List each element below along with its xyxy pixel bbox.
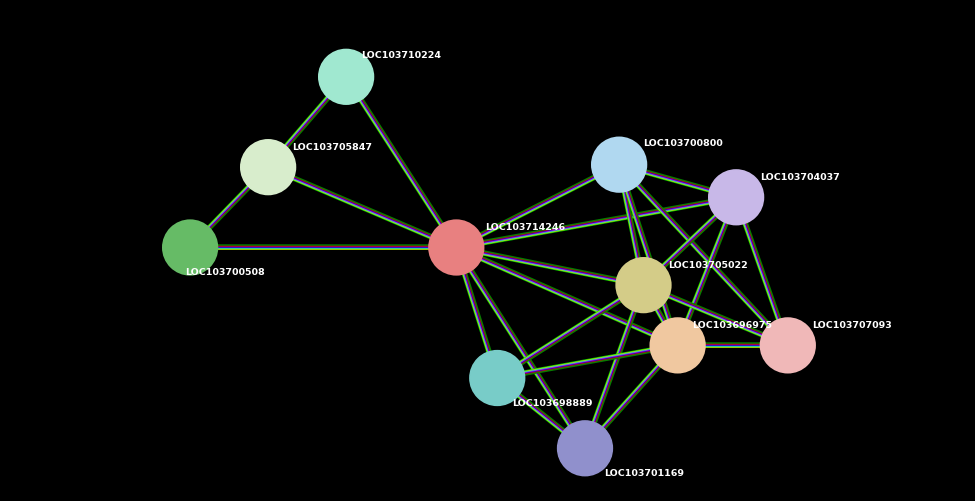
Ellipse shape — [163, 221, 217, 275]
Ellipse shape — [616, 259, 671, 313]
Text: LOC103700508: LOC103700508 — [185, 268, 265, 277]
Ellipse shape — [241, 141, 295, 195]
Ellipse shape — [319, 51, 373, 105]
Text: LOC103705847: LOC103705847 — [292, 142, 372, 151]
Text: LOC103696975: LOC103696975 — [692, 320, 772, 329]
Text: LOC103700800: LOC103700800 — [644, 138, 723, 147]
Ellipse shape — [558, 421, 612, 475]
Ellipse shape — [760, 319, 815, 373]
Text: LOC103710224: LOC103710224 — [361, 51, 441, 60]
Text: LOC103698889: LOC103698889 — [512, 398, 593, 407]
Text: LOC103704037: LOC103704037 — [760, 172, 840, 181]
Ellipse shape — [709, 171, 763, 225]
Text: LOC103701169: LOC103701169 — [604, 468, 684, 477]
Ellipse shape — [650, 319, 705, 373]
Ellipse shape — [592, 138, 646, 192]
Text: LOC103714246: LOC103714246 — [486, 222, 566, 231]
Text: LOC103707093: LOC103707093 — [812, 320, 892, 329]
Text: LOC103705022: LOC103705022 — [668, 260, 748, 269]
Ellipse shape — [470, 351, 525, 405]
Ellipse shape — [429, 221, 484, 275]
